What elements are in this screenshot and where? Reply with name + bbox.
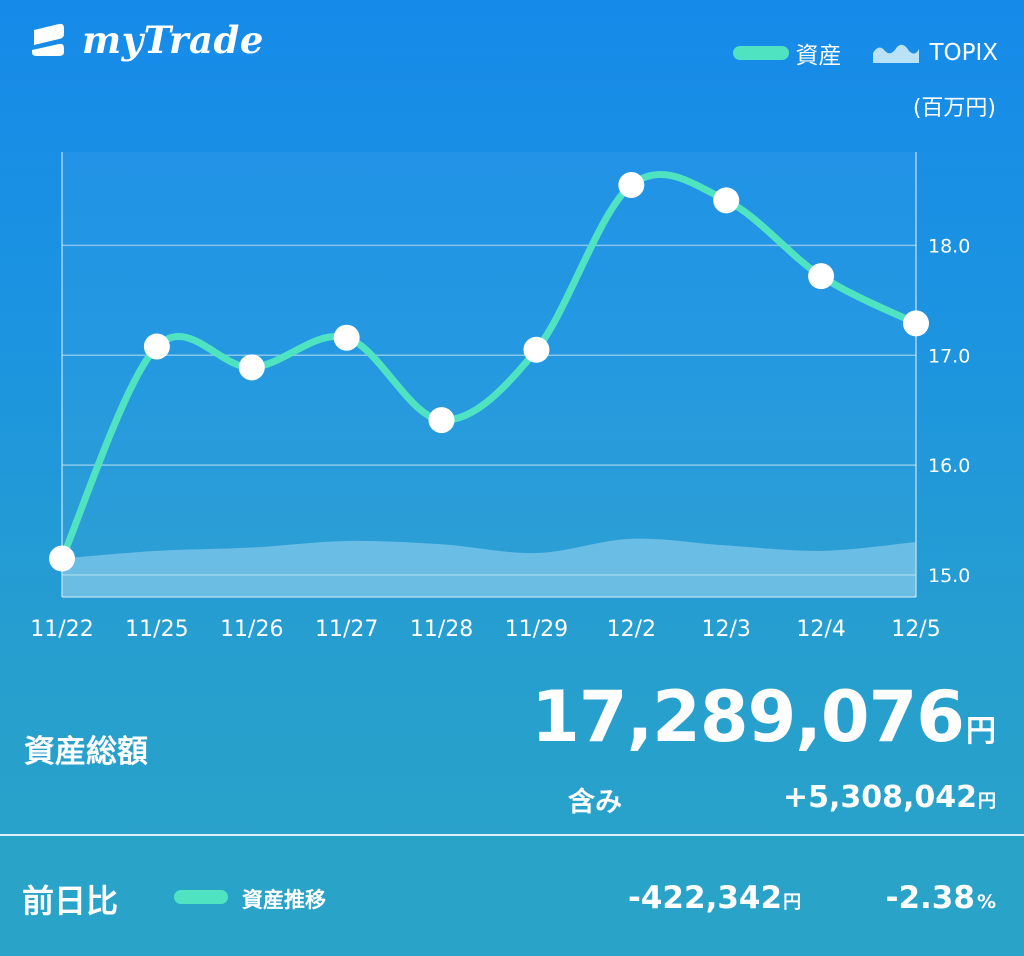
total-assets-number: 17,289,076 — [531, 676, 965, 758]
x-tick-label: 12/3 — [702, 617, 751, 642]
y-tick-label: 15.0 — [928, 565, 970, 587]
legend-item-assets: 資産 — [733, 36, 841, 70]
x-tick-label: 11/28 — [410, 617, 473, 642]
total-assets-unit: 円 — [966, 714, 996, 749]
x-tick-label: 11/27 — [315, 617, 378, 642]
unit-label: (百万円) — [912, 96, 996, 121]
unrealized-number: +5,308,042 — [782, 780, 977, 815]
asset-point — [333, 324, 360, 351]
asset-point — [49, 545, 75, 572]
daily-change-unit: 円 — [783, 892, 802, 913]
x-tick-label: 11/22 — [30, 617, 93, 642]
section-divider — [0, 834, 1024, 836]
x-tick-label: 11/29 — [505, 617, 568, 642]
asset-trend-label: 資産推移 — [242, 888, 326, 912]
asset-point — [808, 263, 835, 290]
asset-line-swatch — [733, 46, 790, 60]
asset-trend-swatch — [174, 890, 228, 904]
unrealized-unit: 円 — [978, 791, 996, 812]
asset-chart: 15.0 16.0 17.0 18.0 11/22 11/25 11/26 11/27 11/2… — [30, 152, 970, 642]
asset-point — [523, 336, 550, 363]
legend-item-topix: TOPIX — [841, 40, 998, 66]
unrealized-value: +5,308,042 円 — [783, 780, 996, 815]
asset-point — [713, 187, 740, 214]
x-tick-label: 11/25 — [125, 617, 188, 642]
y-tick-label: 16.0 — [928, 455, 970, 477]
daily-change-percent: -2.38 % — [886, 880, 996, 916]
x-tick-label: 12/4 — [796, 617, 845, 642]
plot-area — [62, 152, 916, 597]
daily-change-number: -422,342 — [628, 880, 783, 916]
daily-change-bar — [0, 836, 1024, 956]
topix-area — [62, 538, 916, 597]
legend-assets-label: 資産 — [795, 43, 842, 69]
daily-change-percent-number: -2.38 — [885, 880, 975, 916]
x-tick-label: 12/5 — [891, 617, 940, 642]
mountain-area-icon — [873, 44, 920, 63]
daily-change-amount: -422,342 円 — [628, 880, 801, 916]
daily-change-percent-unit: % — [976, 891, 996, 913]
asset-point — [143, 333, 170, 360]
total-assets-label: 資産総額 — [24, 734, 148, 770]
x-tick-label: 11/26 — [220, 617, 283, 642]
chart-legend: 資産 TOPIX — [733, 36, 998, 70]
daily-change-label: 前日比 — [22, 882, 119, 920]
legend-topix-label: TOPIX — [929, 40, 998, 66]
asset-line — [58, 171, 920, 563]
y-tick-label: 18.0 — [928, 235, 970, 257]
asset-point — [618, 171, 645, 198]
asset-point — [238, 354, 265, 381]
mytrade-logo-icon — [32, 23, 64, 56]
total-assets-value: 17,289,076 円 — [531, 676, 996, 758]
app-logo: myTrade — [28, 18, 264, 62]
x-tick-label: 12/2 — [607, 617, 656, 642]
asset-point — [903, 310, 929, 337]
asset-point — [428, 407, 455, 434]
unrealized-label: 含み — [568, 787, 622, 818]
app-name: myTrade — [82, 18, 264, 62]
y-tick-label: 17.0 — [928, 345, 970, 367]
